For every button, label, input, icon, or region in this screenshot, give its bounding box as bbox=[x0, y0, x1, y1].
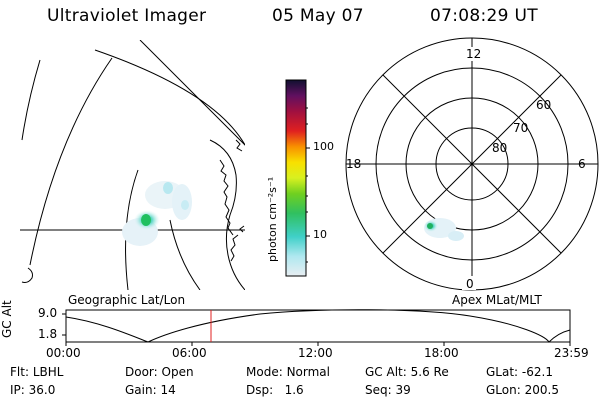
colorbar-tick-label-10: 10 bbox=[313, 228, 327, 241]
info-flt: Flt: LBHL bbox=[10, 365, 63, 379]
polar-label-lat-70: 70 bbox=[513, 121, 529, 135]
timeline-xtick-1800: 18:00 bbox=[424, 346, 459, 360]
polar-label-bg bbox=[462, 276, 476, 290]
timeline-plot bbox=[62, 309, 571, 346]
aurora-emission-polar bbox=[424, 218, 464, 241]
coastline bbox=[239, 225, 245, 233]
map-grid-line bbox=[29, 57, 113, 266]
polar-label-bg bbox=[464, 47, 482, 61]
info-value: 200.5 bbox=[524, 383, 559, 397]
timeline-xtick-1200: 12:00 bbox=[298, 346, 333, 360]
caption-apex: Apex MLat/MLT bbox=[452, 293, 542, 307]
info-value: 39 bbox=[395, 383, 411, 397]
info-dsp: Dsp: 1.6 bbox=[246, 383, 304, 397]
info-gc-alt: GC Alt: 5.6 Re bbox=[365, 365, 449, 379]
timeline-xtick-0600: 06:00 bbox=[172, 346, 207, 360]
map-grid-line bbox=[169, 219, 201, 290]
info-label: Flt: bbox=[10, 365, 29, 379]
timeline-ytick-9: 9.0 bbox=[38, 306, 58, 320]
altitude-curve bbox=[65, 309, 571, 343]
info-value: -62.1 bbox=[521, 365, 553, 379]
info-label: Seq: bbox=[365, 383, 392, 397]
polar-label-lat-80: 80 bbox=[492, 141, 508, 155]
info-value: Normal bbox=[286, 365, 330, 379]
info-door: Door: Open bbox=[125, 365, 194, 379]
polar-label-mlt-18: 18 bbox=[346, 157, 362, 171]
polar-label-lat-60: 60 bbox=[536, 98, 552, 112]
info-mode: Mode: Normal bbox=[246, 365, 330, 379]
date-label: 05 May 07 bbox=[272, 6, 364, 26]
polar-label-mlt-6: 6 bbox=[578, 157, 586, 171]
info-value: LBHL bbox=[32, 365, 64, 379]
info-seq: Seq: 39 bbox=[365, 383, 411, 397]
coastline bbox=[235, 139, 243, 152]
time-label: 07:08:29 UT bbox=[430, 6, 538, 26]
timeline-xtick-0000: 00:00 bbox=[46, 346, 81, 360]
polar-label-mlt-12: 12 bbox=[466, 47, 482, 61]
info-label: Door: bbox=[125, 365, 158, 379]
timeline-xtick-2359: 23:59 bbox=[554, 346, 589, 360]
info-label: Dsp: bbox=[246, 383, 274, 397]
geographic-map bbox=[20, 40, 245, 290]
info-label: Gain: bbox=[125, 383, 157, 397]
timeline-ytick-1-8: 1.8 bbox=[38, 327, 58, 341]
coastline bbox=[21, 267, 33, 283]
caption-geographic: Geographic Lat/Lon bbox=[68, 293, 186, 307]
colorbar bbox=[285, 79, 307, 277]
polar-plot bbox=[345, 37, 599, 291]
aurora-emission-geographic bbox=[122, 181, 192, 246]
timeline-frame bbox=[65, 309, 571, 343]
map-grid-line bbox=[139, 40, 245, 146]
info-value: 5.6 Re bbox=[410, 365, 449, 379]
info-label: IP: bbox=[10, 383, 25, 397]
colorbar-tick-label-100: 100 bbox=[313, 140, 334, 153]
polar-label-mlt-0: 0 bbox=[466, 277, 474, 291]
coastline bbox=[219, 159, 234, 236]
info-label: Mode: bbox=[246, 365, 283, 379]
info-value: 36.0 bbox=[28, 383, 56, 397]
map-grid-line bbox=[209, 139, 245, 290]
colorbar-ticks bbox=[306, 107, 310, 263]
info-value: Open bbox=[161, 365, 194, 379]
info-value: 14 bbox=[160, 383, 176, 397]
info-label: GC Alt: bbox=[365, 365, 407, 379]
info-value: 1.6 bbox=[284, 383, 304, 397]
info-label: GLat: bbox=[486, 365, 519, 379]
coastline bbox=[230, 234, 239, 262]
map-grid-line bbox=[21, 59, 41, 141]
info-gain: Gain: 14 bbox=[125, 383, 176, 397]
info-glon: GLon: 200.5 bbox=[486, 383, 559, 397]
colorbar-unit-label: photon cm⁻²s⁻¹ bbox=[266, 176, 279, 262]
map-grid-line bbox=[94, 49, 245, 147]
timeline-ylabel: GC Alt bbox=[0, 300, 14, 338]
info-label: GLon: bbox=[486, 383, 521, 397]
instrument-title: Ultraviolet Imager bbox=[47, 6, 207, 26]
info-ip: IP: 36.0 bbox=[10, 383, 55, 397]
polar-meridian bbox=[382, 74, 562, 254]
info-glat: GLat: -62.1 bbox=[486, 365, 553, 379]
